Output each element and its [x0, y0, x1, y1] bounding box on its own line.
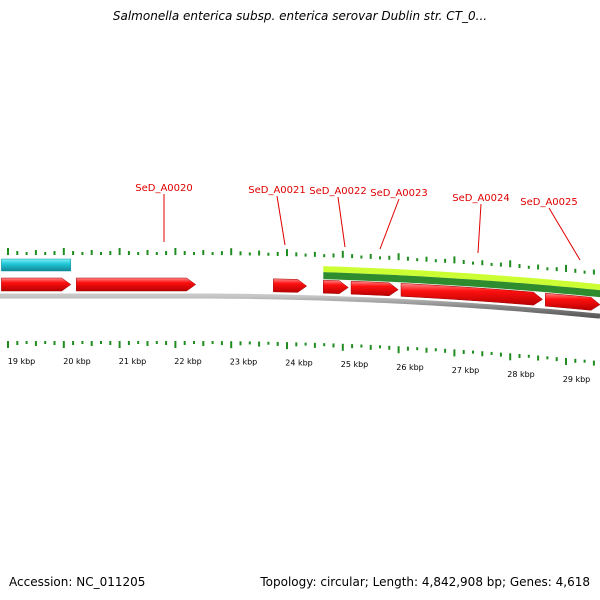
teal-feature [1, 258, 72, 272]
axis-label-22-kbp: 22 kbp [174, 357, 202, 366]
axis-label-23-kbp: 23 kbp [230, 357, 258, 366]
cds-arrow[interactable] [1, 277, 72, 292]
axis-label-29-kbp: 29 kbp [563, 375, 591, 384]
gene-label-sed-a0022[interactable]: SeD_A0022 [309, 186, 367, 197]
accession-text: Accession: NC_011205 [9, 575, 146, 589]
gene-label-layer: SeD_A0020 SeD_A0021 SeD_A0022 SeD_A0023 SeD_… [135, 183, 581, 261]
axis-label-27-kbp: 27 kbp [452, 366, 480, 375]
cds-arrow-sed-a0022[interactable] [323, 279, 349, 294]
gene-label-sed-a0021[interactable]: SeD_A0021 [248, 185, 306, 196]
gene-label-sed-a0020[interactable]: SeD_A0020 [135, 183, 193, 194]
gc-skew-track-lower [7, 341, 595, 366]
gc-skew-track-upper [7, 248, 595, 275]
axis-label-25-kbp: 25 kbp [341, 360, 369, 369]
gene-label-leader [337, 196, 346, 248]
gene-label-sed-a0024[interactable]: SeD_A0024 [452, 193, 510, 204]
axis-label-26-kbp: 26 kbp [396, 363, 424, 372]
gene-label-leader [548, 207, 581, 261]
gene-label-sed-a0023[interactable]: SeD_A0023 [370, 188, 428, 199]
genome-title: Salmonella enterica subsp. enterica sero… [112, 9, 488, 23]
green-feature-light [323, 266, 600, 291]
kbp-axis: 19 kbp 20 kbp 21 kbp 22 kbp 23 kbp 24 kbp 25 k… [8, 357, 591, 384]
axis-label-21-kbp: 21 kbp [119, 357, 147, 366]
axis-label-24-kbp: 24 kbp [285, 358, 313, 367]
gene-label-leader [276, 195, 286, 246]
cds-arrow-sed-a0020[interactable] [76, 277, 197, 292]
axis-label-19-kbp: 19 kbp [8, 357, 36, 366]
gene-label-sed-a0025[interactable]: SeD_A0025 [520, 197, 578, 208]
cds-arrow-sed-a0021[interactable] [273, 278, 308, 293]
sequence-backbone [0, 293, 600, 319]
gene-label-leader [379, 198, 400, 250]
feature-track [1, 258, 600, 311]
axis-label-28-kbp: 28 kbp [507, 370, 535, 379]
gene-label-leader [477, 203, 482, 254]
axis-label-20-kbp: 20 kbp [63, 357, 91, 366]
backbone-line [0, 293, 600, 319]
cds-arrow-sed-a0024[interactable] [400, 283, 543, 306]
green-feature-dark [323, 272, 600, 298]
cds-arrow-sed-a0023[interactable] [350, 280, 399, 297]
genome-summary-text: Topology: circular; Length: 4,842,908 bp… [260, 575, 590, 589]
cds-arrow-sed-a0025[interactable] [545, 292, 600, 311]
